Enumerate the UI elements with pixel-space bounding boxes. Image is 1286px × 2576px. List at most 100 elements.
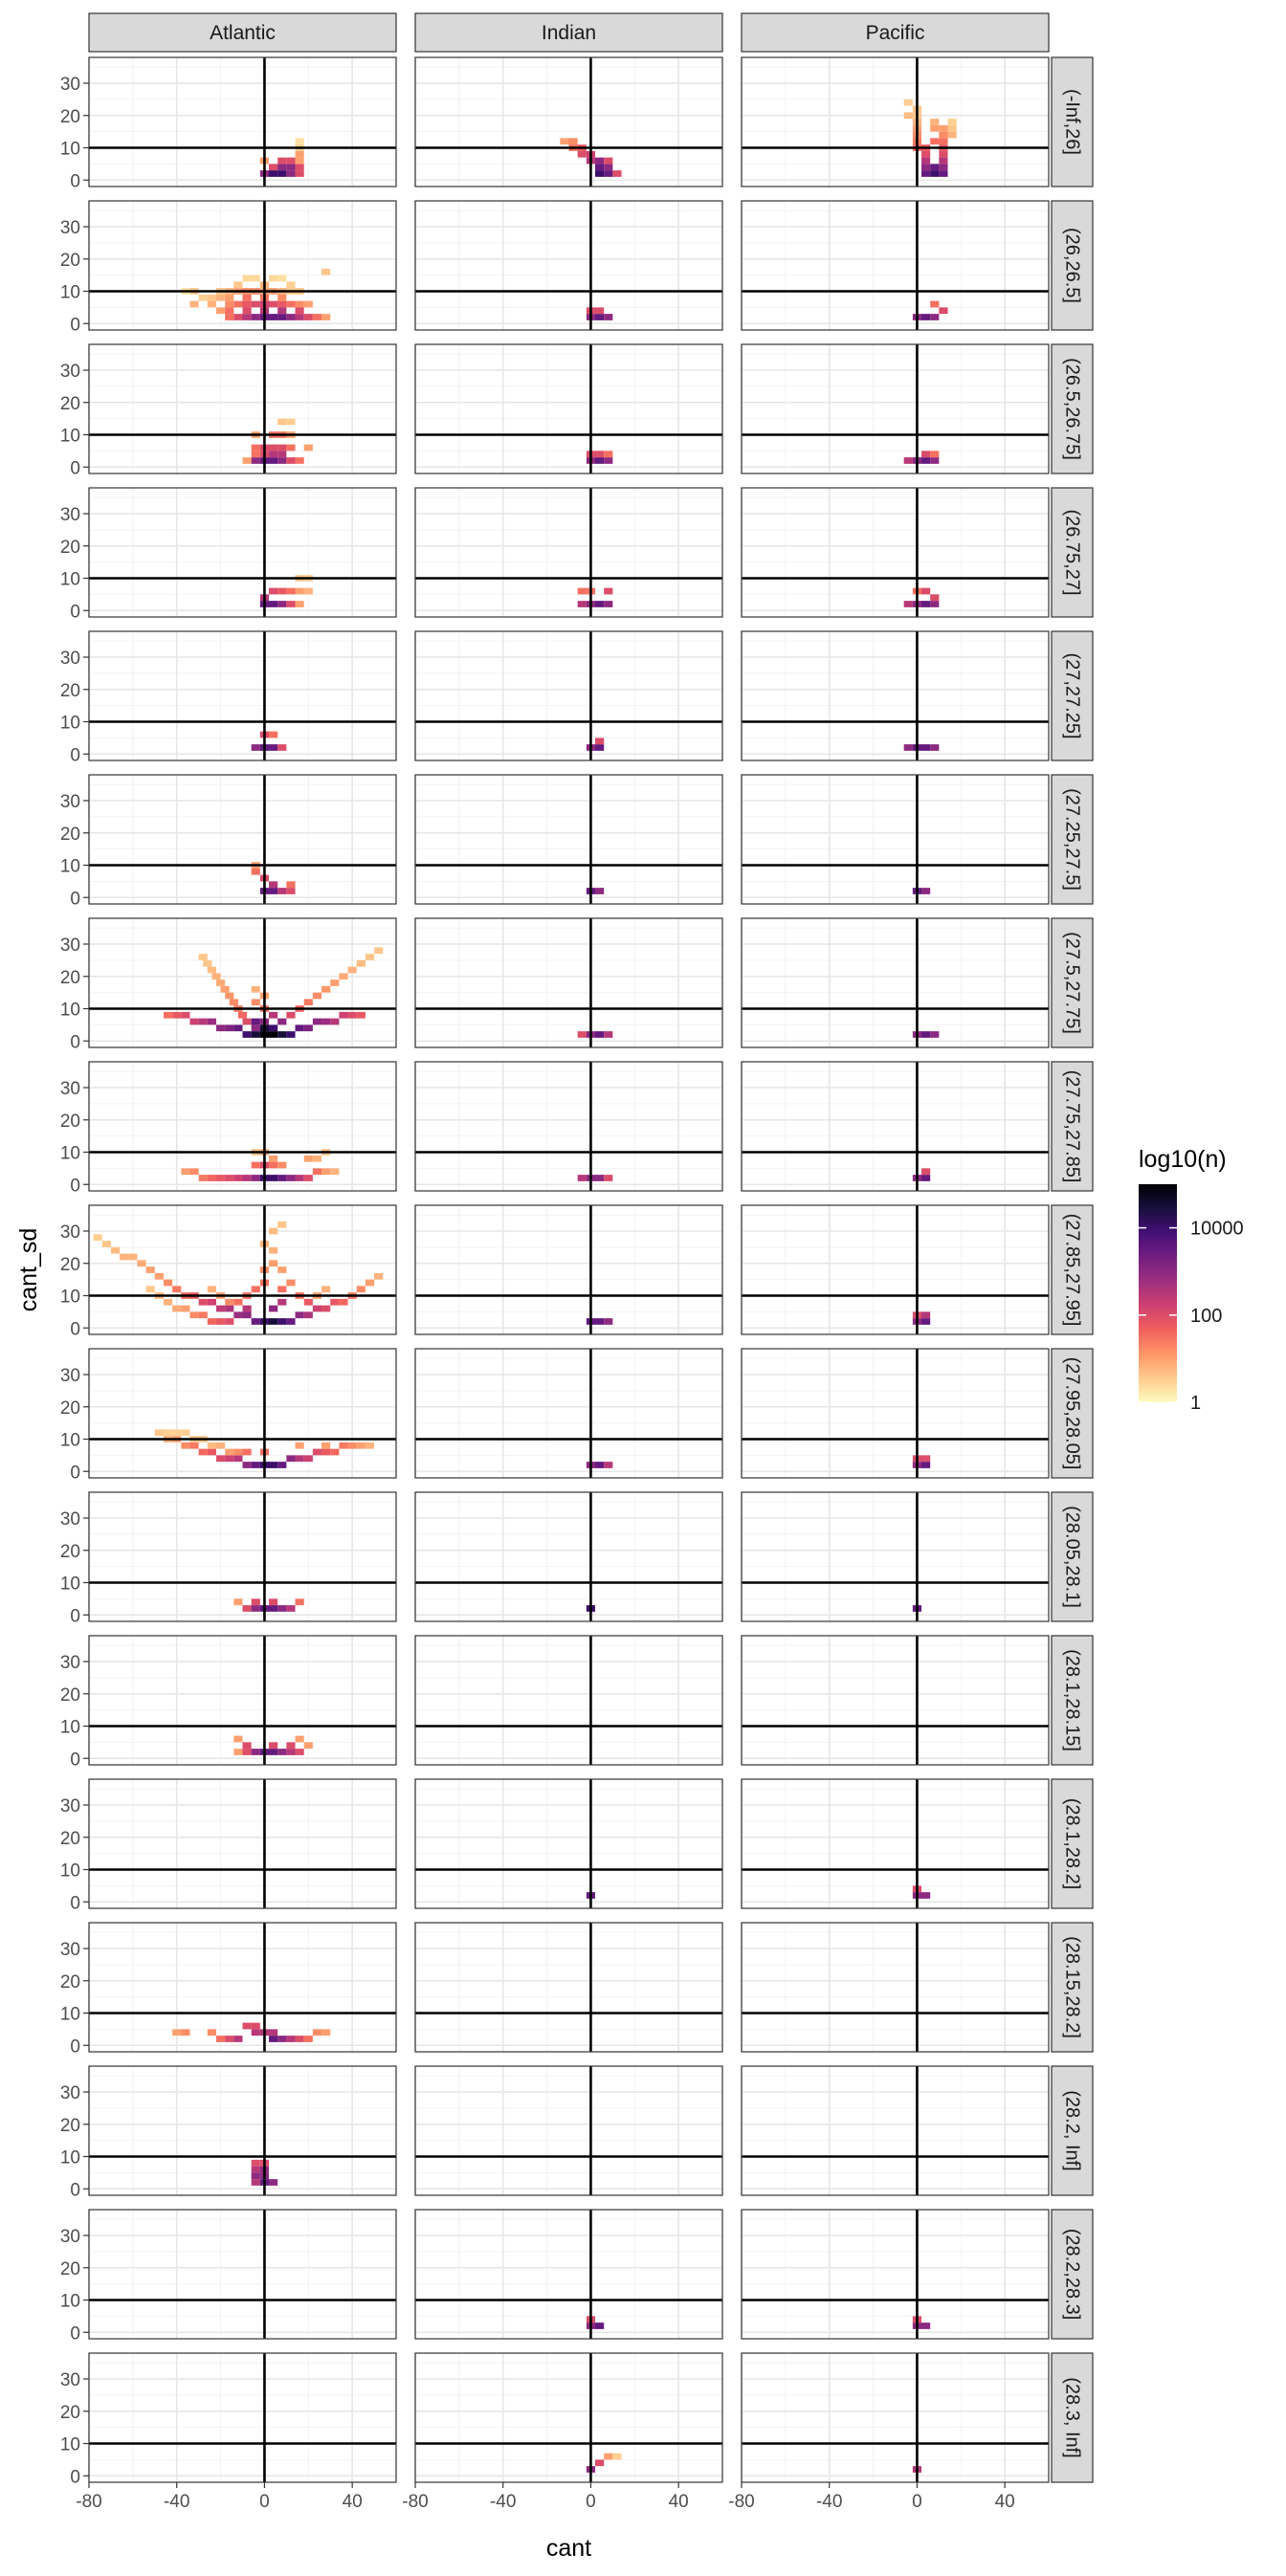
heatmap-tile	[269, 457, 278, 464]
heatmap-tile	[277, 2036, 287, 2042]
facet-panel	[741, 1061, 1050, 1192]
heatmap-tile	[277, 1018, 287, 1025]
heatmap-tile	[286, 1031, 296, 1038]
heatmap-tile	[921, 1462, 931, 1468]
facet-panel	[741, 1348, 1050, 1479]
y-tick-label: 30	[60, 2083, 80, 2103]
heatmap-tile	[198, 954, 208, 960]
panel-background	[742, 1492, 1049, 1621]
heatmap-tile	[303, 999, 313, 1006]
y-tick-label: 0	[70, 1893, 80, 1913]
heatmap-tile	[595, 1318, 605, 1325]
panel-border	[414, 774, 723, 905]
y-tick-label: 10	[60, 1861, 80, 1882]
panel-border	[88, 774, 397, 905]
panel-border	[414, 1922, 723, 2053]
heatmap-tile	[225, 1318, 234, 1325]
heatmap-tile	[322, 1442, 331, 1449]
column-strip-indian	[414, 12, 723, 53]
facet-panel	[414, 200, 723, 331]
heatmap-tile	[303, 587, 313, 595]
heatmap-tile	[277, 300, 287, 308]
heatmap-tile	[356, 959, 366, 967]
panel-border	[741, 56, 1050, 187]
x-tick-label: -80	[728, 2492, 754, 2512]
panel-background	[89, 344, 396, 473]
heatmap-tile	[225, 992, 234, 1000]
heatmap-tile	[181, 1011, 190, 1019]
panel-background	[742, 1636, 1049, 1765]
y-tick-label: 20	[60, 968, 80, 988]
heatmap-tile	[286, 601, 296, 607]
heatmap-tile	[251, 999, 260, 1006]
heatmap-tile	[947, 119, 957, 125]
panel-border	[88, 917, 397, 1048]
heatmap-tile	[595, 888, 605, 894]
heatmap-tile	[233, 1311, 243, 1319]
heatmap-tile	[269, 1011, 278, 1019]
heatmap-tile	[207, 1286, 216, 1293]
row-strip-label: (27.85,27.95]	[1062, 1214, 1083, 1327]
row-strip	[1051, 917, 1094, 1048]
heatmap-tile	[215, 1305, 226, 1312]
row-strip-label: (27.5,27.75]	[1062, 932, 1083, 1034]
panel-border	[88, 487, 397, 618]
heatmap-tile	[312, 314, 322, 320]
panel-border	[88, 630, 397, 761]
heatmap-tile	[198, 1311, 208, 1319]
heatmap-tile	[207, 1175, 216, 1181]
heatmap-tile	[233, 281, 243, 289]
heatmap-tile	[577, 150, 587, 158]
heatmap-tile	[947, 131, 957, 139]
panel-background	[89, 57, 396, 187]
facet-panel	[741, 1491, 1050, 1622]
heatmap-tile	[930, 1031, 940, 1038]
row-strip-label: (26.75,27]	[1062, 509, 1083, 595]
heatmap-tile	[277, 1298, 287, 1306]
heatmap-tile	[269, 300, 278, 308]
heatmap-tile	[286, 418, 296, 426]
heatmap-tile	[269, 2029, 278, 2037]
heatmap-tile	[604, 601, 613, 607]
panel-border	[88, 1204, 397, 1335]
heatmap-tile	[269, 1260, 278, 1267]
column-strip-label: Atlantic	[210, 22, 276, 44]
heatmap-tile	[930, 451, 940, 458]
facet-panel	[414, 1061, 723, 1192]
facet-panel	[414, 774, 723, 905]
panel-background	[415, 1492, 722, 1621]
heatmap-tile	[903, 112, 913, 120]
heatmap-tile	[251, 1018, 260, 1025]
facet-panel	[741, 2209, 1050, 2340]
y-tick-label: 30	[60, 362, 80, 382]
heatmap-tile	[233, 300, 243, 308]
heatmap-tile	[604, 451, 613, 458]
facet-panel	[88, 200, 397, 331]
heatmap-tile	[595, 1462, 605, 1468]
y-tick-label: 0	[70, 2467, 80, 2487]
row-strip-label: (-Inf,26]	[1062, 89, 1083, 155]
y-tick-label: 20	[60, 394, 80, 414]
y-tick-label: 30	[60, 1509, 80, 1530]
heatmap-tile	[277, 1286, 287, 1293]
heatmap-tile	[215, 294, 226, 301]
heatmap-tile	[172, 1429, 182, 1437]
facet-panel	[88, 2065, 397, 2196]
heatmap-tile	[322, 1305, 331, 1312]
heatmap-tile	[295, 2036, 304, 2042]
heatmap-tile	[295, 1735, 304, 1743]
heatmap-tile	[286, 164, 296, 171]
heatmap-tile	[203, 959, 212, 967]
heatmap-tile	[939, 150, 948, 158]
heatmap-tile	[251, 2022, 260, 2030]
heatmap-tile	[277, 314, 287, 320]
heatmap-tile	[269, 1305, 278, 1312]
column-strip-label: Pacific	[866, 22, 925, 44]
facet-panel	[741, 2065, 1050, 2196]
y-tick-label: 10	[60, 1288, 80, 1308]
heatmap-tile	[286, 157, 296, 165]
y-tick-label: 20	[60, 538, 80, 558]
facet-panel	[741, 1922, 1050, 2053]
heatmap-tile	[181, 1429, 190, 1437]
y-tick-label: 0	[70, 889, 80, 909]
